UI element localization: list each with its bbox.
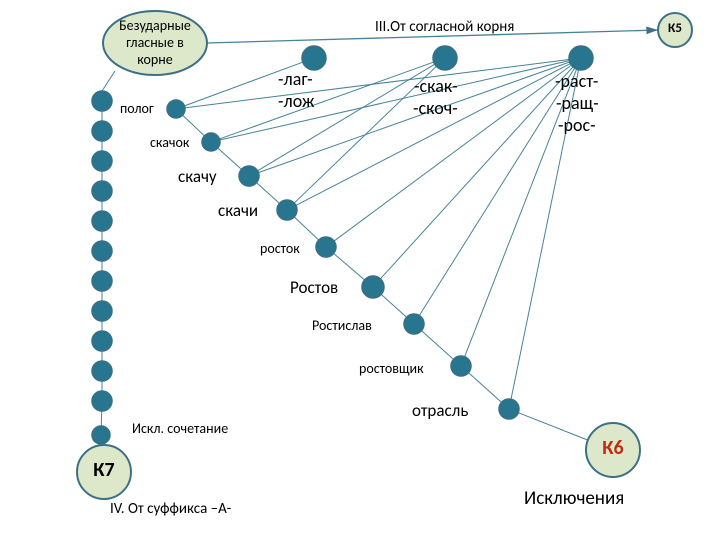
free-label-1: Искл. сочетание [132, 420, 228, 437]
diag-label-skachok: скачок [150, 134, 189, 151]
diag-label-rostovshik: ростовщик [359, 360, 424, 377]
top-label-0: -лаг- [278, 68, 313, 90]
top-label-1: -лож [278, 90, 314, 112]
diag-label-rostislav: Ростислав [312, 317, 372, 334]
diag-label-otrasl: отрасль [412, 400, 468, 421]
diag-label-skachu: скачу [178, 166, 217, 187]
top-label-3: -скоч- [413, 97, 458, 119]
top-label-2: -скак- [414, 75, 458, 97]
root-ellipse-label: Безударныегласные вкорне [103, 17, 207, 68]
diag-label-rostok: росток [260, 240, 300, 257]
free-label-3: Исключения [524, 487, 624, 510]
badge-k6: К6 [586, 436, 640, 460]
top-label-5: -ращ- [556, 92, 599, 114]
diag-label-rostov: Ростов [290, 277, 338, 298]
diag-label-polog: полог [120, 100, 154, 117]
badge-k7: К7 [77, 458, 131, 482]
top-label-6: -рос- [558, 114, 596, 136]
free-label-2: IV. От суффикса –А- [110, 500, 231, 518]
top-label-4: -раст- [555, 70, 598, 92]
diag-label-skachi: скачи [218, 200, 258, 221]
badge-k5: К5 [658, 21, 692, 36]
free-label-0: III.От согласной корня [375, 18, 514, 36]
